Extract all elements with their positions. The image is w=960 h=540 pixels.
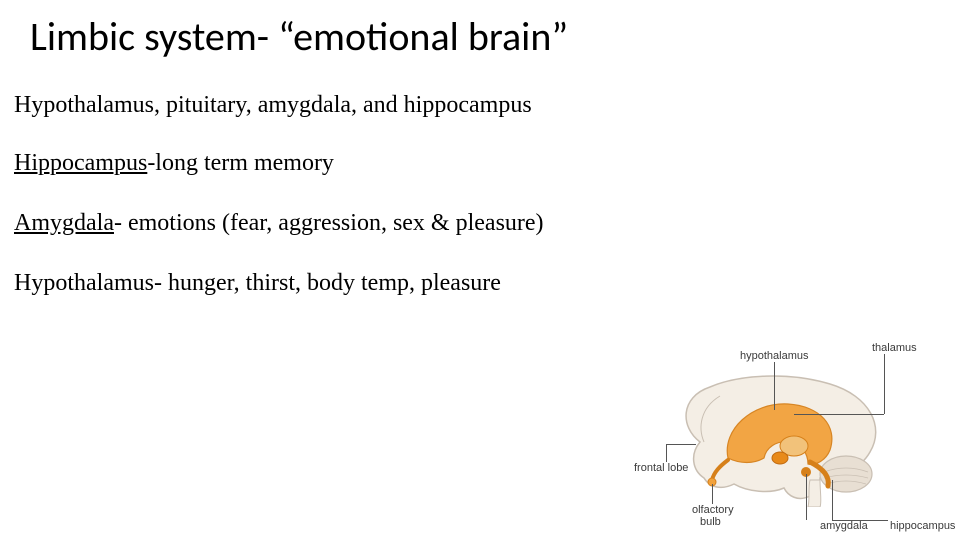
leader-line [794, 414, 884, 415]
amygdala-line: Amygdala- emotions (fear, aggression, se… [14, 210, 544, 237]
slide-title: Limbic system- “emotional brain” [30, 12, 568, 61]
hypothalamus-line: Hypothalamus- hunger, thirst, body temp,… [14, 270, 501, 297]
amygdala-term: Amygdala [14, 210, 114, 236]
label-olfactory-2: bulb [700, 516, 721, 528]
label-amygdala: amygdala [820, 520, 868, 532]
label-olfactory-1: olfactory [692, 504, 734, 516]
components-line: Hypothalamus, pituitary, amygdala, and h… [14, 92, 532, 119]
leader-line [832, 480, 833, 520]
leader-line [774, 362, 775, 410]
hippocampus-line: Hippocampus-long term memory [14, 150, 334, 177]
brain-icon [670, 372, 890, 507]
label-thalamus: thalamus [872, 342, 917, 354]
hippocampus-term: Hippocampus [14, 150, 147, 176]
label-frontal-lobe: frontal lobe [634, 462, 688, 474]
hippocampus-desc: -long term memory [147, 150, 334, 176]
label-hypothalamus: hypothalamus [740, 350, 809, 362]
leader-line [806, 474, 807, 520]
brain-diagram: hypothalamus thalamus frontal lobe olfac… [632, 324, 952, 534]
leader-line [666, 444, 667, 462]
leader-line [884, 354, 885, 414]
leader-line [666, 444, 696, 445]
slide: Limbic system- “emotional brain” Hypotha… [0, 0, 960, 540]
amygdala-desc: - emotions (fear, aggression, sex & plea… [114, 210, 544, 236]
leader-line [712, 484, 713, 504]
label-hippocampus: hippocampus [890, 520, 955, 532]
